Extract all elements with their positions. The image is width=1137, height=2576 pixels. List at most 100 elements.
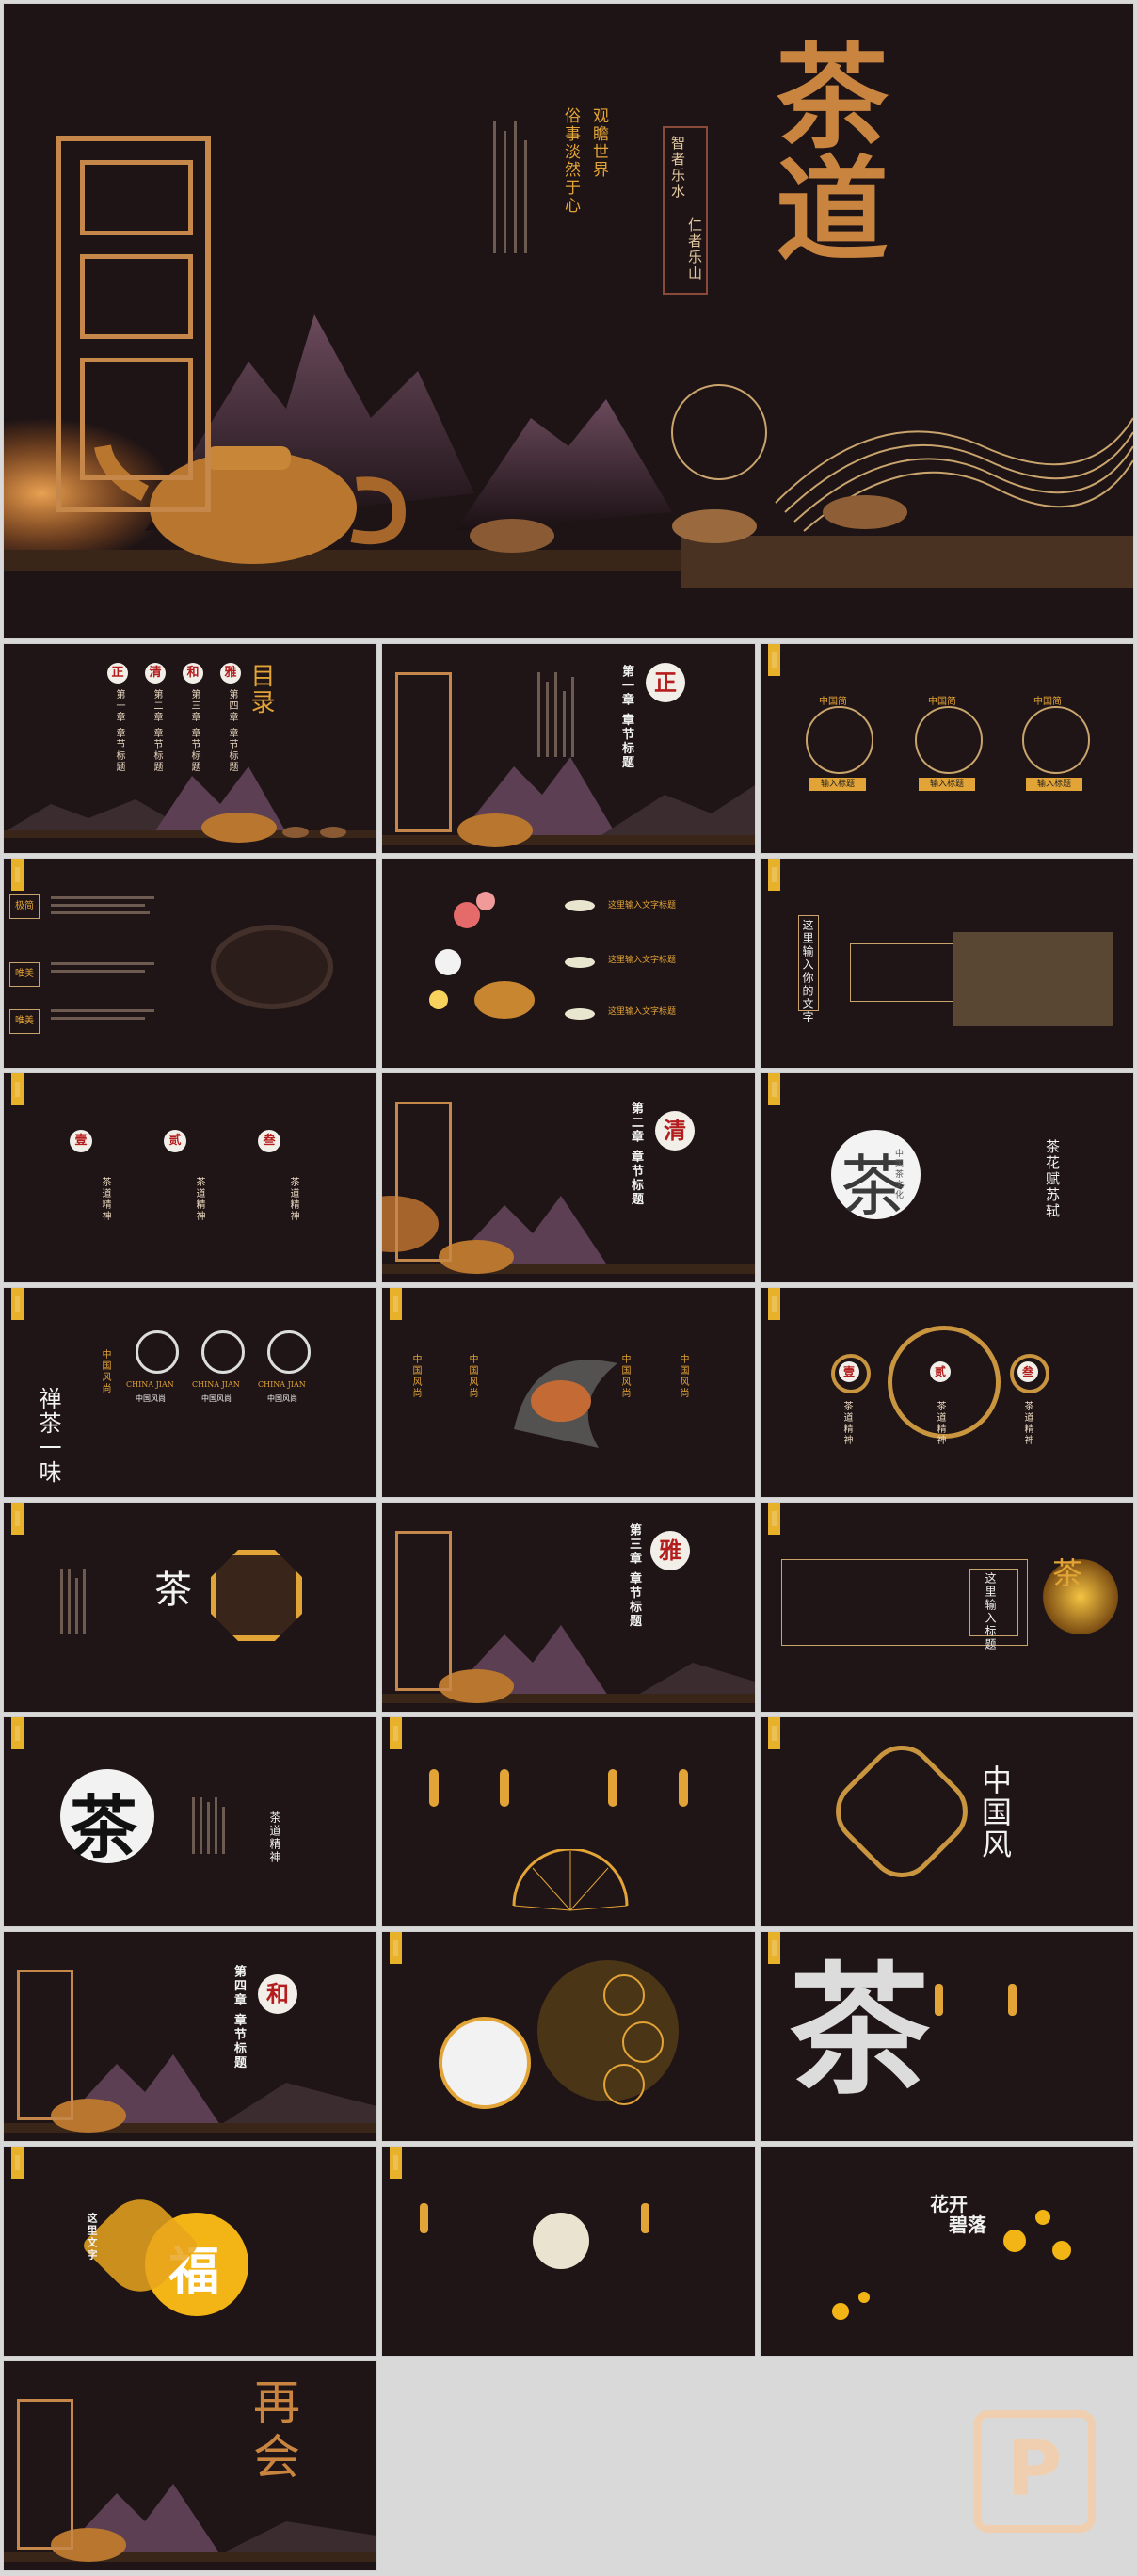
cha-circle-char: 茶 (70, 1772, 137, 1871)
toc-item-2[interactable]: 清 (145, 663, 166, 684)
toc-label: 目录 (244, 663, 279, 716)
hero-title-char-1: 茶 (776, 41, 889, 154)
badge-sub-2: 中国风尚 (201, 1393, 232, 1404)
pot-splash-art (382, 1288, 755, 1497)
slide-fu[interactable]: 福 这里文字 (4, 2147, 376, 2356)
slide-tag (768, 1503, 780, 1535)
couplet-line-2: 仁者乐山 (685, 217, 705, 282)
end-text: 再会 (253, 2375, 310, 2485)
section-title: 第四章 章节标题 (230, 1965, 248, 2070)
toc-item-1[interactable]: 正 (107, 663, 128, 684)
slide-tag (768, 1932, 780, 1964)
item-label-1: 中国简 (819, 693, 847, 707)
hero-text-block (493, 121, 550, 262)
item-button-2[interactable]: 输入标题 (919, 778, 975, 791)
gold-marker-1 (429, 1769, 439, 1807)
badge-sub-1: 中国风尚 (136, 1393, 166, 1404)
jijian-text (51, 962, 154, 977)
vertical-title: 这里输入你的文字 (800, 919, 816, 1024)
slide-badges[interactable]: 禅茶一味 中国风尚 CHINA JIAN CHINA JIAN CHINA JI… (4, 1288, 376, 1497)
slide-vertical-title[interactable]: 这里输入你的文字 (761, 859, 1133, 1068)
slide-jijian[interactable]: 极简 唯美 唯美 (4, 859, 376, 1068)
flower-item-3: 这里输入文字标题 (608, 1005, 676, 1017)
verse-line-2: 俗事淡然于心 (559, 107, 583, 215)
slide-logo[interactable]: 茶 中国茶文化 茶花赋苏轼 (761, 1073, 1133, 1282)
medallion-title-1: 茶道精神 (840, 1401, 854, 1446)
item-circle-2 (915, 706, 983, 774)
slide-toc[interactable]: 正 清 和 雅 第一章 章节标题 第二章 章节标题 第三章 章节标题 第四章 章… (4, 644, 376, 853)
slide-tag (11, 2147, 24, 2179)
watermark-logo: P (973, 2410, 1096, 2533)
item-label-2: 中国简 (928, 693, 956, 707)
badges-left-title: 禅茶一味 (32, 1387, 65, 1485)
hero-slide[interactable]: 茶 道 智者乐水 仁者乐山 观瞻世界 俗事淡然于心 (4, 4, 1133, 638)
gold-blossoms (761, 2147, 1133, 2356)
slide-big-cha[interactable]: 茶 (761, 1932, 1133, 2141)
slide-tag (390, 1932, 402, 1964)
gold-marker-2 (500, 1769, 509, 1807)
badge-name-2: CHINA JIAN (192, 1380, 240, 1389)
slide-section-4[interactable]: 和 第四章 章节标题 (4, 1932, 376, 2141)
slide-section-3[interactable]: 雅 第三章 章节标题 (382, 1503, 755, 1712)
pot-label-2: 中国风尚 (465, 1354, 479, 1399)
slide-tag (11, 1073, 24, 1105)
item-circle-3 (1022, 706, 1090, 774)
slide-fan[interactable] (382, 1717, 755, 1926)
cha-circle-text (192, 1797, 225, 1862)
cha-text (60, 1569, 86, 1643)
slide-tag (768, 1717, 780, 1749)
slide-input-title[interactable]: 这里输入标题 茶 (761, 1503, 1133, 1712)
slide-zhongguofeng[interactable]: 中国风 (761, 1717, 1133, 1926)
slide-numbers[interactable]: 壹 贰 叁 茶道精神 茶道精神 茶道精神 (4, 1073, 376, 1282)
slide-pot-text[interactable]: 中国风尚 中国风尚 中国风尚 中国风尚 (382, 1288, 755, 1497)
slide-teacup[interactable] (382, 2147, 755, 2356)
cha-circle-title: 茶道精神 (267, 1811, 283, 1864)
slide-tag (768, 859, 780, 891)
toc-item-4[interactable]: 雅 (220, 663, 241, 684)
section-badge: 清 (655, 1111, 695, 1151)
flower-item-2: 这里输入文字标题 (608, 953, 676, 965)
number-badge-2: 贰 (164, 1130, 186, 1152)
gold-marker (1008, 1984, 1017, 2016)
item-button-3[interactable]: 输入标题 (1026, 778, 1082, 791)
gold-marker (935, 1984, 943, 2016)
leaf-circle-1 (603, 1974, 645, 2016)
toc-item-3[interactable]: 和 (183, 663, 203, 684)
slide-tag (11, 1288, 24, 1320)
slide-gold-circle[interactable] (382, 1932, 755, 2141)
flower-art (382, 859, 755, 1068)
slide-section-1[interactable]: 正 第一章 章节标题 (382, 644, 755, 853)
jijian-label-3: 唯美 (9, 1009, 40, 1034)
slide-huakai[interactable]: 花开 碧落 (761, 2147, 1133, 2356)
slide-tag (390, 1717, 402, 1749)
lattice-screen (56, 136, 211, 512)
slide-end[interactable]: 再会 (4, 2361, 376, 2570)
lattice-screen (17, 1970, 73, 2120)
fan-icon (504, 1849, 636, 1915)
badge-name-3: CHINA JIAN (258, 1380, 306, 1389)
item-circle-1 (806, 706, 873, 774)
teacup-image (533, 2213, 589, 2269)
slide-cha-frame[interactable]: 茶 (4, 1503, 376, 1712)
number-title-2: 茶道精神 (192, 1177, 206, 1222)
badge-icon-2 (201, 1330, 245, 1374)
slide-tag (768, 1288, 780, 1320)
section-badge: 雅 (650, 1531, 690, 1570)
item-button-1[interactable]: 输入标题 (809, 778, 866, 791)
slide-tag (768, 1073, 780, 1105)
medallion-char-2: 贰 (930, 1361, 951, 1382)
slide-tag (390, 2147, 402, 2179)
slide-medallions[interactable]: 壹 贰 叁 茶道精神 茶道精神 茶道精神 (761, 1288, 1133, 1497)
slide-tag (11, 1503, 24, 1535)
leaf-circle-3 (603, 2064, 645, 2105)
slide-three-items[interactable]: 中国简 中国简 中国简 输入标题 输入标题 输入标题 (761, 644, 1133, 853)
octagon-frame (211, 1550, 302, 1641)
medallion-title-2: 茶道精神 (933, 1401, 947, 1446)
slide-cha-circle[interactable]: 茶 茶道精神 (4, 1717, 376, 1926)
fu-title: 这里文字 (84, 2213, 99, 2262)
pot-label-4: 中国风尚 (676, 1354, 690, 1399)
toc-item-text-1: 第一章 章节标题 (112, 689, 126, 773)
gold-marker (641, 2203, 649, 2233)
slide-flowers[interactable]: 这里输入文字标题 这里输入文字标题 这里输入文字标题 (382, 859, 755, 1068)
slide-section-2[interactable]: 清 第二章 章节标题 (382, 1073, 755, 1282)
